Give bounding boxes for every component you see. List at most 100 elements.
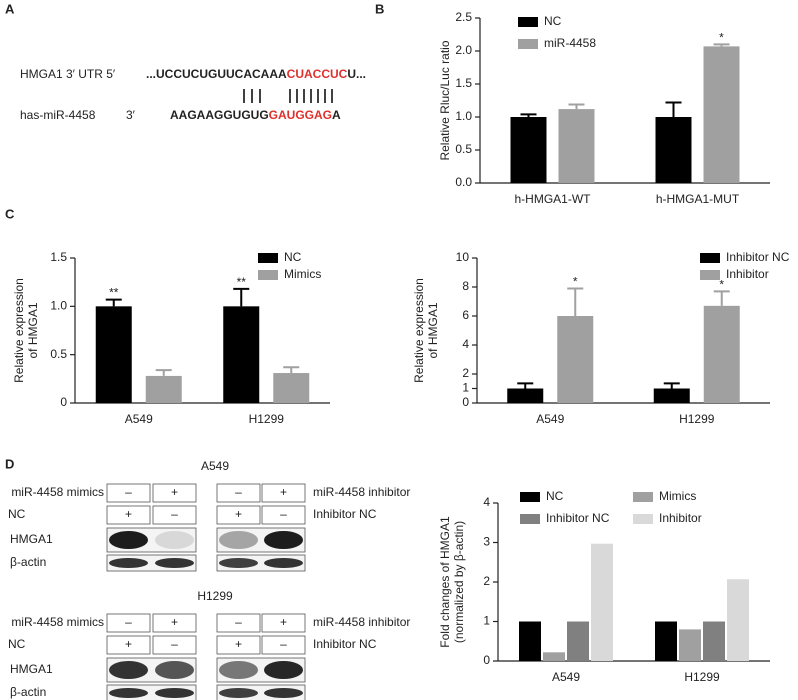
sign-box	[261, 483, 306, 503]
bar	[567, 621, 589, 661]
band-label: HMGA1	[10, 662, 53, 676]
sign-box	[106, 505, 151, 525]
sign-box	[261, 505, 306, 525]
bar	[519, 621, 541, 661]
x-tick-label: A549	[536, 412, 564, 426]
error-bar	[567, 287, 584, 316]
y-tick-label: 1	[462, 381, 469, 395]
band-label: β-actin	[10, 685, 46, 699]
sign-box	[216, 483, 261, 503]
significance-label: *	[719, 31, 724, 45]
x-tick-label: H1299	[249, 412, 285, 426]
panel-label: C	[5, 206, 15, 221]
bar	[510, 117, 547, 183]
bar	[679, 629, 701, 661]
row-label: NC	[8, 507, 26, 521]
sign: +	[125, 637, 132, 651]
sign-box	[152, 505, 197, 525]
x-tick-label: A549	[125, 412, 153, 426]
blot-band	[155, 531, 194, 549]
x-tick-label: h-HMGA1-WT	[515, 192, 592, 206]
error-bar	[665, 101, 682, 117]
base-pairing	[243, 89, 333, 103]
y-tick-label: 0	[483, 653, 490, 667]
sequence-seed: GAUGGAG	[269, 108, 332, 122]
sign-box	[261, 635, 306, 655]
y-axis-label: (normalized by β-actin)	[452, 521, 466, 643]
sign-box	[261, 613, 306, 633]
legend-swatch	[518, 17, 538, 27]
legend-label: NC	[284, 250, 302, 264]
y-tick-label: 0.5	[455, 142, 472, 156]
y-axis-label: Relative expression	[412, 278, 426, 383]
significance-label: *	[719, 278, 724, 292]
y-axis-label: Fold changes of HMGA1	[438, 516, 452, 648]
y-tick-label: 1.0	[50, 299, 67, 313]
x-tick-label: h-HMGA1-MUT	[656, 192, 740, 206]
y-tick-label: 1.5	[455, 76, 472, 90]
y-tick-label: 3	[483, 535, 490, 549]
legend-label: Inhibitor NC	[546, 511, 610, 525]
sign-box	[152, 483, 197, 503]
blot-band	[109, 661, 148, 679]
row-label: NC	[8, 637, 26, 651]
y-tick-label: 4	[483, 495, 490, 509]
sequence-seed: CUACCUC	[287, 67, 348, 81]
sequence-label: has-miR-4458	[20, 108, 96, 122]
sign: –	[235, 485, 242, 499]
sign: –	[280, 637, 287, 651]
sequence-label: HMGA1 3′ UTR 5′	[20, 67, 116, 81]
bar	[95, 306, 132, 403]
x-tick-label: H1299	[679, 412, 715, 426]
blot-band	[264, 688, 303, 698]
significance-label: *	[573, 275, 578, 289]
blot-band	[219, 558, 258, 568]
error-bar	[155, 369, 172, 376]
sequence-part: ...UCCUCUGUUCACAAA	[146, 67, 287, 81]
error-bar	[713, 290, 730, 306]
y-tick-label: 0.5	[50, 347, 67, 361]
y-axis-label: Relative expression	[12, 278, 26, 383]
sign: –	[171, 637, 178, 651]
sign: –	[171, 507, 178, 521]
y-tick-label: 10	[456, 250, 470, 264]
row-label: miR-4458 inhibitor	[313, 485, 410, 499]
y-tick-label: 0	[462, 395, 469, 409]
row-label: Inhibitor NC	[313, 637, 377, 651]
error-bar	[713, 43, 730, 47]
y-tick-label: 6	[462, 308, 469, 322]
legend-label: Mimics	[659, 489, 696, 503]
bar	[507, 388, 544, 403]
blot-title: H1299	[197, 589, 233, 603]
sign-box	[216, 505, 261, 525]
bar	[653, 388, 690, 403]
sign: +	[280, 485, 287, 499]
blot-band	[219, 661, 258, 679]
blot-band	[264, 558, 303, 568]
legend-label: Inhibitor NC	[726, 250, 790, 264]
blot-band	[155, 688, 194, 698]
legend-label: Inhibitor	[659, 511, 702, 525]
sign: +	[235, 507, 242, 521]
bar	[703, 46, 740, 183]
sign: –	[280, 507, 287, 521]
legend-swatch	[258, 253, 278, 263]
blot-title: A549	[201, 459, 229, 473]
sign: +	[235, 637, 242, 651]
legend-label: miR-4458	[544, 36, 596, 50]
sign-box	[106, 635, 151, 655]
y-tick-label: 2.5	[455, 10, 472, 24]
bar	[145, 375, 182, 403]
sign: +	[171, 485, 178, 499]
y-tick-label: 1	[483, 614, 490, 628]
row-label: miR-4458 mimics	[11, 615, 104, 629]
y-tick-label: 2	[483, 574, 490, 588]
error-bar	[663, 382, 680, 389]
sign-box	[216, 613, 261, 633]
y-tick-label: 8	[462, 279, 469, 293]
bar	[703, 305, 740, 403]
error-bar	[520, 113, 537, 117]
sign: +	[125, 507, 132, 521]
y-axis-label: of HMGA1	[26, 302, 40, 358]
